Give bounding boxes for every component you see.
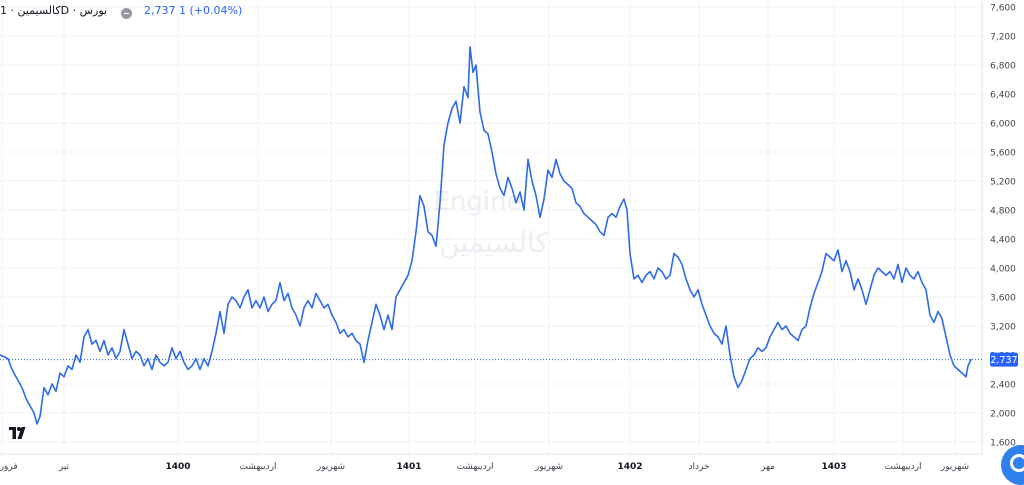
watermark-line-2: کالسیمین: [439, 226, 549, 259]
y-tick-label: 2,400: [990, 381, 1016, 391]
y-tick-label: 6,000: [990, 120, 1016, 130]
y-tick-label: 1,600: [990, 439, 1016, 449]
x-tick-label: اردیبهشت: [456, 462, 493, 472]
change-value: 1 (+0.04%): [179, 4, 243, 17]
x-tick-label: 1402: [617, 462, 642, 472]
x-tick-label: اردیبهشت: [239, 462, 276, 472]
x-tick-label: 1401: [396, 462, 421, 472]
y-tick-label: 6,400: [990, 91, 1016, 101]
y-tick-label: 7,600: [990, 4, 1016, 14]
last-value-readout: 2,737 1 (+0.04%): [144, 4, 242, 17]
watermark-line-1: Engine: [433, 187, 522, 217]
grid: [0, 0, 982, 454]
y-tick-label: 2,000: [990, 410, 1016, 420]
last-value: 2,737: [144, 4, 176, 17]
y-tick-label: 3,200: [990, 323, 1016, 333]
x-tick-label: تیر: [58, 462, 70, 472]
x-tick-label: 1400: [165, 462, 190, 472]
y-tick-label: 4,400: [990, 236, 1016, 246]
price-chart[interactable]: Engine کالسیمین 1,6002,0002,4002,8003,20…: [0, 0, 1024, 474]
last-price-label: 2,737: [990, 352, 1018, 367]
y-tick-label: 6,800: [990, 62, 1016, 72]
x-tick-label: مهر: [760, 462, 775, 472]
watermark: Engine کالسیمین: [433, 187, 549, 259]
last-price-label-text: 2,737: [990, 355, 1017, 366]
x-tick-label: شهریور: [534, 462, 563, 472]
tradingview-logo-icon[interactable]: [8, 426, 30, 440]
series-line: [0, 46, 972, 425]
x-tick-label: خرداد: [688, 462, 709, 472]
y-tick-label: 7,200: [990, 33, 1016, 43]
y-tick-label: 5,600: [990, 149, 1016, 159]
x-tick-label: فروردین: [0, 462, 18, 472]
time-axis[interactable]: فروردین تیر 1400 اردیبهشت شهریور 1401 اردیبهشت…: [0, 462, 969, 472]
y-tick-label: 3,600: [990, 294, 1016, 304]
y-tick-label: 5,200: [990, 178, 1016, 188]
x-tick-label: شهریور: [940, 462, 969, 472]
symbol-title[interactable]: کالسیمین · 1D · بورس: [0, 4, 108, 17]
x-tick-label: اردیبهشت: [884, 462, 921, 472]
price-axis[interactable]: 1,6002,0002,4002,8003,2003,6004,0004,400…: [990, 4, 1016, 449]
hide-legend-icon[interactable]: [121, 8, 132, 19]
x-tick-label: 1403: [821, 462, 846, 472]
y-tick-label: 4,800: [990, 207, 1016, 217]
y-tick-label: 4,000: [990, 265, 1016, 275]
x-tick-label: شهریور: [316, 462, 345, 472]
